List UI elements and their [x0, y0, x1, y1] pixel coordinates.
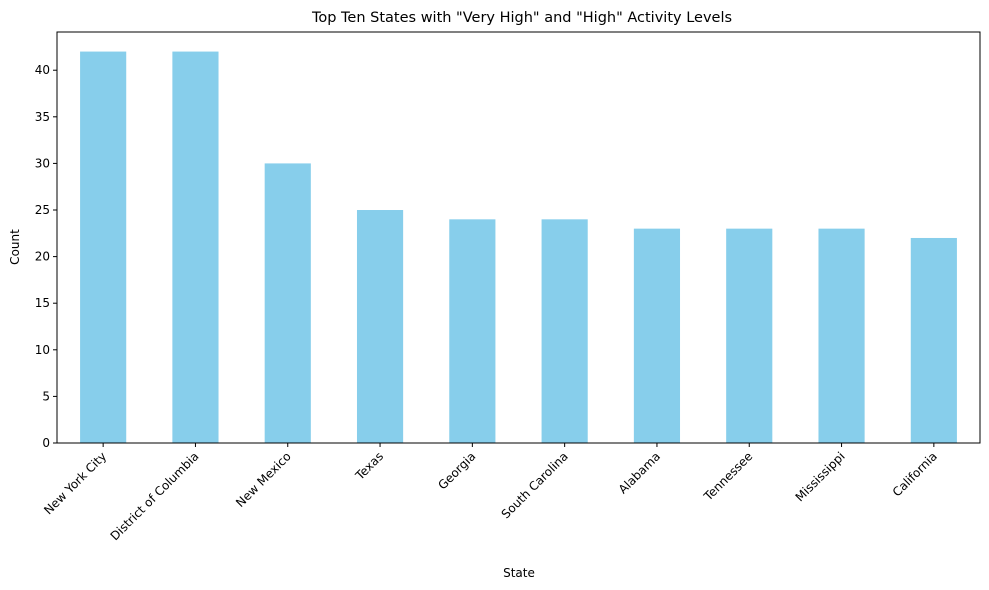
y-tick-label: 5	[42, 389, 50, 403]
x-tick-label: Alabama	[616, 449, 663, 496]
bar-california	[910, 237, 957, 443]
y-tick-label: 10	[35, 343, 50, 357]
y-tick-label: 30	[35, 156, 50, 170]
bar-mississippi	[818, 228, 865, 443]
x-tick-label: South Carolina	[499, 449, 571, 521]
bar-georgia	[449, 219, 496, 443]
bars-group	[80, 51, 957, 443]
x-tick-label: Mississippi	[793, 449, 848, 504]
x-tick-label: District of Columbia	[108, 449, 202, 543]
bar-alabama	[633, 228, 681, 443]
bar-new-york-city	[80, 51, 127, 443]
plot-frame	[56, 31, 981, 444]
x-tick-label: Texas	[352, 449, 386, 483]
bar-tennessee	[726, 228, 773, 443]
bar-district-of-columbia	[172, 51, 219, 443]
bar-south-carolina	[541, 219, 588, 443]
y-tick-label: 25	[35, 203, 50, 217]
y-tick-label: 40	[35, 63, 50, 77]
y-tick-label: 15	[35, 296, 50, 310]
y-tick-label: 0	[42, 436, 50, 450]
x-tick-label: California	[890, 449, 940, 499]
y-axis: 0 5 10 15 20 25 30 35 40	[35, 63, 57, 450]
chart-title: Top Ten States with "Very High" and "Hig…	[311, 10, 732, 26]
x-axis-title: State	[503, 566, 535, 580]
x-tick-label: Tennessee	[701, 449, 756, 504]
x-tick-label: New York City	[41, 449, 109, 517]
x-tick-label: Georgia	[435, 449, 478, 492]
y-tick-label: 20	[35, 250, 50, 264]
bar-new-mexico	[264, 163, 311, 443]
y-axis-title: Count	[8, 229, 22, 265]
x-tick-label: New Mexico	[233, 449, 294, 510]
y-tick-label: 35	[35, 110, 50, 124]
bar-texas	[356, 210, 404, 443]
